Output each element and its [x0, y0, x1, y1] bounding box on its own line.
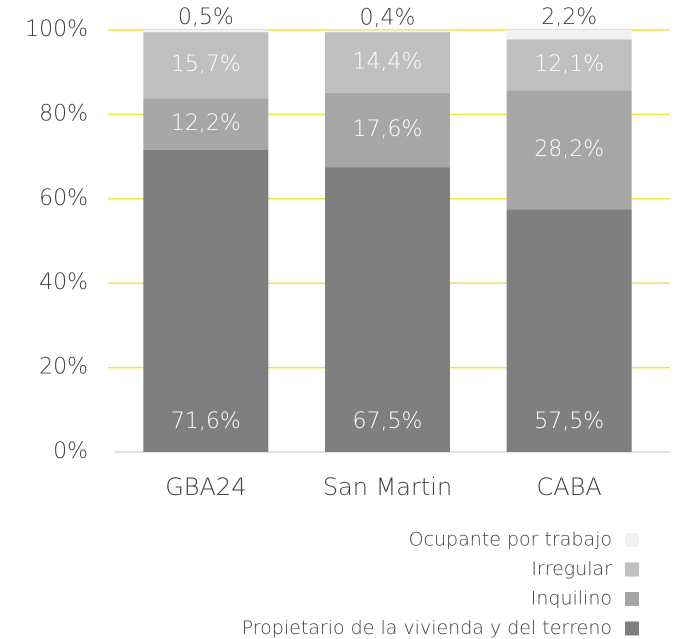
data-label: 28,2%: [534, 137, 604, 162]
data-label: 17,6%: [353, 117, 423, 142]
legend-label: Inquilino: [531, 588, 612, 610]
bar-segment: [325, 92, 450, 168]
bar-segment: [325, 30, 450, 33]
legend-swatch: [625, 592, 639, 606]
y-tick-label: 80%: [39, 101, 88, 126]
data-label: 71,6%: [171, 409, 241, 434]
data-label: 2,2%: [541, 5, 597, 30]
legend-label: Ocupante por trabajo: [409, 529, 612, 551]
bar-segment: [506, 39, 632, 91]
legend-swatch: [625, 621, 639, 636]
data-label: 0,4%: [360, 5, 416, 30]
x-tick-label: GBA24: [165, 473, 246, 501]
bar-segment: [143, 149, 269, 452]
data-label: 15,7%: [171, 52, 241, 77]
y-tick-label: 100%: [25, 17, 88, 42]
y-tick-label: 40%: [39, 270, 88, 295]
bar-segment: [506, 90, 632, 210]
bar-segment: [143, 32, 269, 99]
bar-segment: [143, 30, 269, 33]
data-label: 12,2%: [171, 111, 241, 136]
legend-label: Irregular: [531, 558, 612, 580]
bar-segment: [325, 32, 450, 93]
legend-label: Propietario de la vivienda y del terreno: [242, 617, 612, 639]
data-label: 12,1%: [534, 52, 604, 77]
y-tick-label: 0%: [53, 439, 88, 464]
bar-segment: [506, 30, 632, 40]
bar-segment: [143, 98, 269, 150]
data-label: 57,5%: [534, 409, 604, 434]
legend-swatch: [625, 533, 639, 547]
legend-swatch: [625, 562, 639, 577]
x-tick-label: San Martin: [323, 473, 452, 501]
data-label: 67,5%: [353, 409, 423, 434]
bar-segment: [506, 209, 632, 452]
data-label: 0,5%: [178, 5, 234, 30]
y-tick-label: 20%: [39, 355, 88, 380]
data-label: 14,4%: [353, 49, 423, 74]
y-tick-label: 60%: [39, 186, 88, 211]
bar-segment: [325, 167, 450, 452]
x-tick-label: CABA: [537, 473, 602, 501]
